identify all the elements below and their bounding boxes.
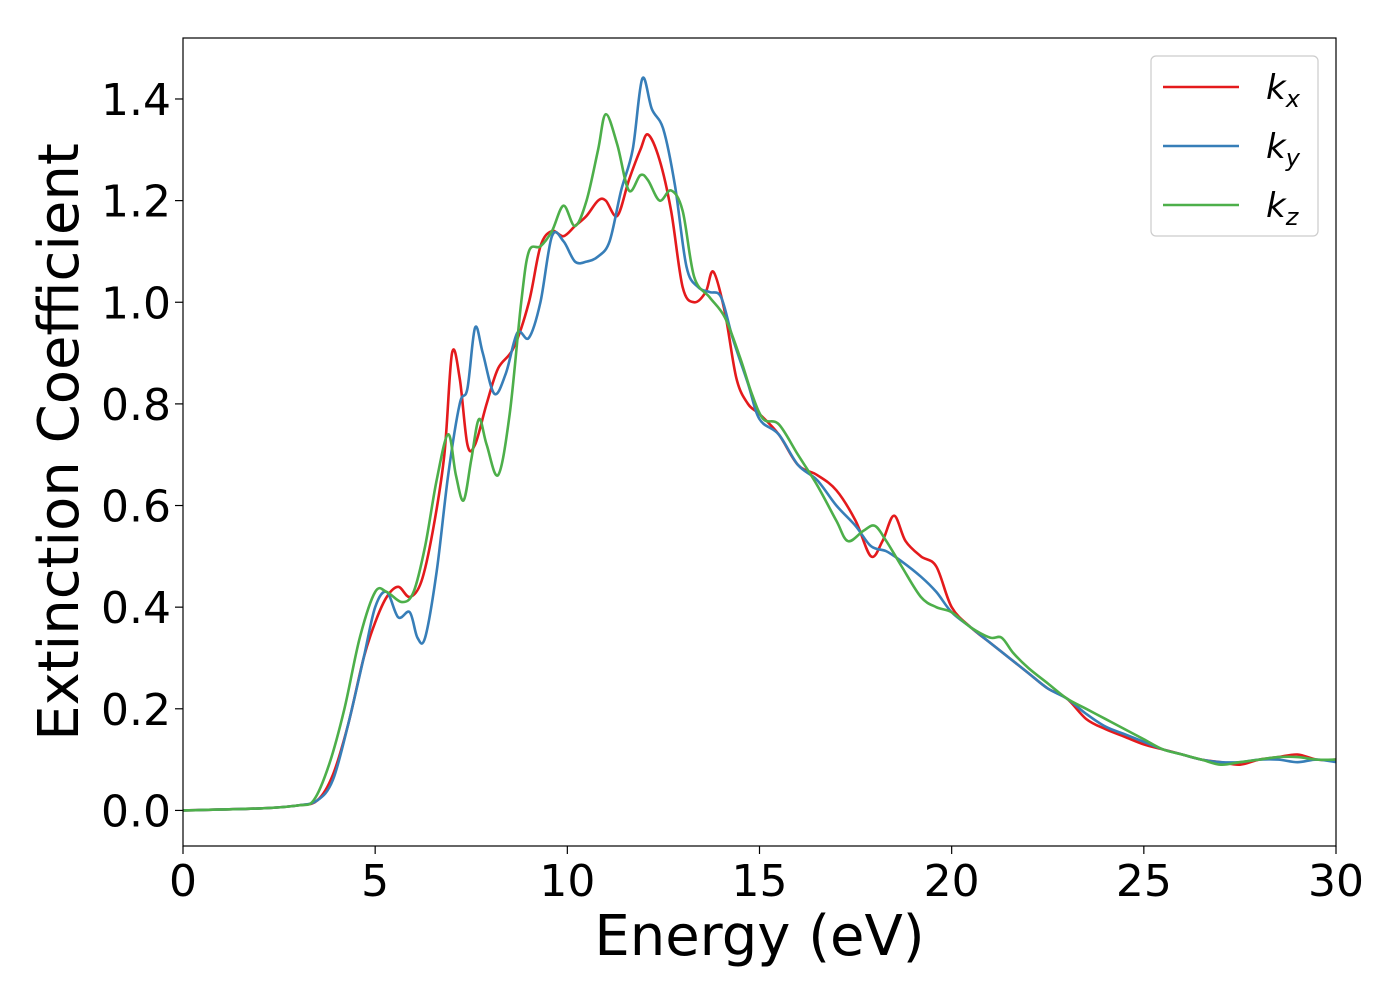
x-tick-label: 0 [169,856,197,907]
x-tick-label: 20 [924,856,980,907]
legend-entry-k-z: kz [1266,186,1300,231]
y-tick-label: 1.0 [101,278,171,329]
y-tick-label: 1.4 [101,75,171,126]
x-tick-label: 30 [1308,856,1364,907]
y-tick-label: 0.2 [101,685,171,736]
y-tick-label: 0.6 [101,482,171,533]
x-tick-label: 15 [732,856,788,907]
y-tick-label: 0.4 [101,583,171,634]
plot-area [182,37,1337,847]
series-line-k-y [183,76,1336,812]
y-tick-label: 1.2 [101,177,171,228]
legend-entry-k-x: kx [1266,68,1301,113]
series-line-k-x [183,133,1336,812]
x-tick-label: 5 [361,856,389,907]
legend: kx ky kz [1150,55,1319,237]
y-tick-label: 0.8 [101,380,171,431]
x-axis-label: Energy (eV) [594,904,924,969]
y-axis-label: Extinction Coefficient [27,143,92,741]
legend-entry-k-y: ky [1266,127,1301,172]
y-axis-ticks: 0.0 0.2 0.4 0.6 0.8 1.0 1.2 1.4 [101,75,183,837]
x-tick-label: 10 [539,856,595,907]
x-tick-label: 25 [1116,856,1172,907]
y-tick-label: 0.0 [101,786,171,837]
series-line-k-z [183,112,1336,812]
x-axis-ticks: 0 5 10 15 20 25 30 [169,846,1364,907]
